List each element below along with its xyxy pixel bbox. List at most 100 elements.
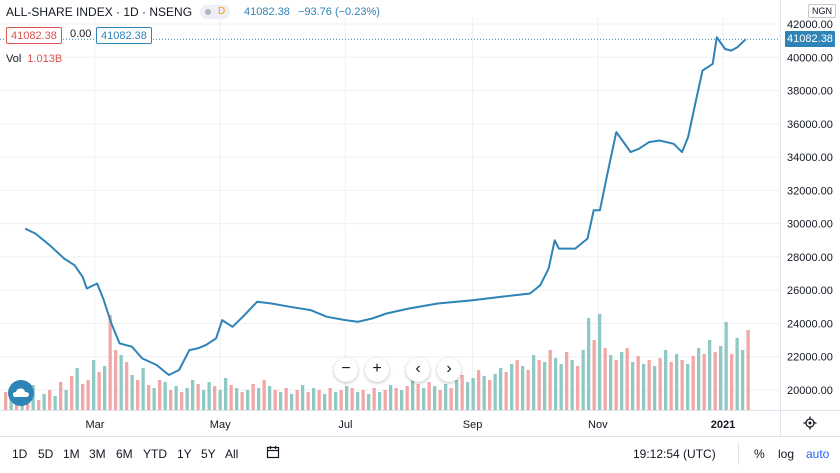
bottom-toolbar: 1D 5D 1M 3M 6M YTD 1Y 5Y All 19:12:54 (U…: [0, 436, 840, 473]
volume-bar: [328, 388, 332, 410]
auto-toggle[interactable]: auto: [806, 447, 830, 461]
volume-bar: [367, 394, 371, 410]
zoom-in-button[interactable]: +: [365, 358, 389, 382]
volume-bar: [152, 388, 156, 410]
volume-bar: [631, 362, 635, 410]
volume-bar: [664, 350, 668, 410]
range-1y[interactable]: 1Y: [177, 447, 192, 461]
volume-bar: [224, 378, 228, 410]
volume-bar: [647, 360, 651, 410]
range-5y[interactable]: 5Y: [201, 447, 216, 461]
price-zero: 0.00: [70, 28, 92, 40]
volume-bar: [713, 352, 717, 410]
volume-bar: [416, 384, 420, 410]
toolbar-divider: [738, 443, 739, 465]
volume-bar: [306, 392, 310, 410]
volume-bar: [625, 348, 629, 410]
volume-bar: [207, 382, 211, 410]
range-3m[interactable]: 3M: [89, 447, 106, 461]
range-ytd[interactable]: YTD: [143, 447, 167, 461]
symbol-title[interactable]: ALL-SHARE INDEX · 1D · NSENG: [6, 5, 193, 19]
volume-bar: [235, 388, 239, 410]
zoom-out-button[interactable]: −: [334, 358, 358, 382]
volume-bar: [548, 350, 552, 410]
volume-bar: [653, 366, 657, 410]
volume-bar: [213, 386, 217, 410]
price-series: [0, 36, 780, 376]
clock-time[interactable]: 19:12:54 (UTC): [633, 447, 716, 461]
volume-bar: [284, 388, 288, 410]
range-6m[interactable]: 6M: [116, 447, 133, 461]
price-tick-label: 20000.00: [787, 385, 833, 397]
time-tick-label: Mar: [86, 419, 105, 431]
volume-bar: [356, 392, 360, 410]
price-tick-label: 24000.00: [787, 319, 833, 331]
price-line: [24, 36, 747, 376]
cloud-icon[interactable]: [8, 380, 34, 406]
volume-bar: [455, 380, 459, 410]
volume-bar: [97, 372, 101, 410]
volume-bar: [433, 386, 437, 410]
volume-bar: [361, 390, 365, 410]
volume-bar: [521, 366, 525, 410]
volume-bar: [378, 392, 382, 410]
volume-bar: [108, 315, 112, 410]
price-axis[interactable]: 42000.00 40000.00 38000.00 36000.00 34000.00…: [787, 19, 833, 397]
volume-bar: [174, 386, 178, 410]
volume-bar: [477, 370, 481, 410]
volume-bar: [92, 360, 96, 410]
percent-toggle[interactable]: %: [754, 447, 765, 461]
volume-bar: [323, 394, 327, 410]
volume-bar: [290, 394, 294, 410]
volume-bar: [279, 392, 283, 410]
volume-bar: [339, 390, 343, 410]
volume-bar: [449, 388, 453, 410]
volume-bar: [350, 388, 354, 410]
price-box-blue: 41082.38: [96, 27, 152, 44]
volume-bar: [158, 380, 162, 410]
volume-bar: [581, 350, 585, 410]
date-range-icon[interactable]: [266, 445, 280, 459]
volume-bar: [460, 375, 464, 410]
grid-lines: [0, 0, 840, 436]
volume-bar: [669, 362, 673, 410]
volume-bar: [686, 364, 690, 410]
volume-bar: [191, 380, 195, 410]
volume-bar: [130, 375, 134, 410]
range-all[interactable]: All: [225, 447, 239, 461]
log-toggle[interactable]: log: [778, 447, 795, 461]
scroll-right-button[interactable]: ›: [437, 358, 461, 382]
price-tick-label: 40000.00: [787, 52, 833, 64]
volume-bar: [268, 386, 272, 410]
volume-bar: [4, 392, 8, 410]
currency-label[interactable]: NGN: [808, 4, 836, 18]
volume-bar: [229, 385, 233, 410]
volume-bar: [537, 360, 541, 410]
volume-bar: [680, 360, 684, 410]
volume-bar: [169, 390, 173, 410]
volume-bar: [422, 388, 426, 410]
price-tick-label: 22000.00: [787, 352, 833, 364]
volume-bar: [64, 390, 68, 410]
volume-bar: [532, 355, 536, 410]
volume-bar: [273, 390, 277, 410]
volume-bar: [741, 350, 745, 410]
volume-legend: Vol 1.013B: [6, 53, 62, 65]
volume-bar: [730, 354, 734, 410]
volume-bar: [59, 382, 63, 410]
time-tick-label: May: [210, 419, 231, 431]
range-1m[interactable]: 1M: [63, 447, 80, 461]
price-tick-label: 30000.00: [787, 219, 833, 231]
price-box-red: 41082.38: [6, 27, 62, 44]
gear-icon[interactable]: [803, 416, 817, 430]
scroll-left-button[interactable]: ‹: [406, 358, 430, 382]
volume-bar: [554, 358, 558, 410]
time-axis[interactable]: Mar May Jul Sep Nov 2021: [86, 419, 736, 431]
volume-bar: [614, 360, 618, 410]
volume-bar: [482, 376, 486, 410]
range-5d[interactable]: 5D: [38, 447, 54, 461]
delayed-badge[interactable]: D: [200, 5, 231, 19]
price-tick-label: 38000.00: [787, 86, 833, 98]
range-1d[interactable]: 1D: [12, 447, 28, 461]
